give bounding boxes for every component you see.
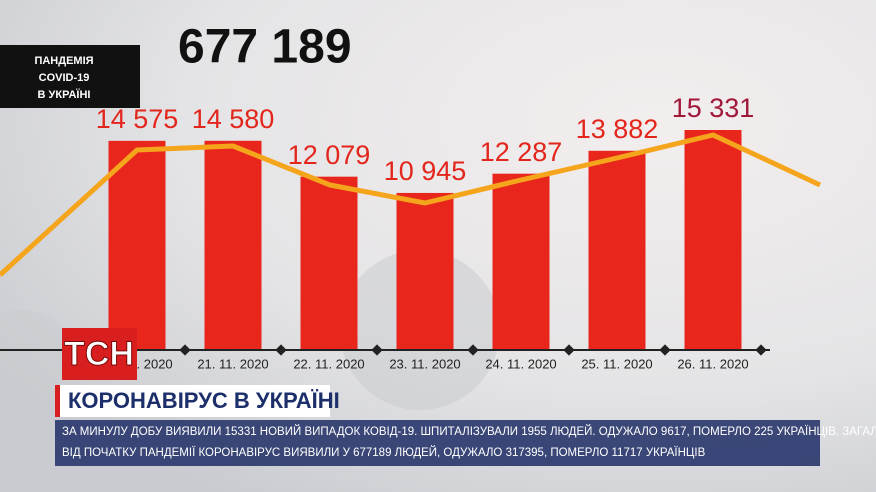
category-label: 23. 11. 2020 (389, 356, 460, 371)
category-label: 24. 11. 2020 (485, 356, 556, 371)
bar (108, 140, 166, 350)
headline: КОРОНАВІРУС В УКРАЇНІ (68, 388, 340, 413)
total-count: 677 189 (178, 21, 352, 74)
value-label: 15 331 (672, 93, 755, 123)
category-label: 22. 11. 2020 (293, 356, 364, 371)
bar (204, 140, 262, 350)
badge-line: В УКРАЇНІ (38, 88, 91, 101)
ticker-line: ВІД ПОЧАТКУ ПАНДЕМІЇ КОРОНАВІРУС ВИЯВИЛИ… (62, 446, 706, 459)
bar (684, 130, 742, 350)
value-label: 12 287 (480, 137, 563, 167)
category-label: 26. 11. 2020 (677, 356, 748, 371)
value-label: 12 079 (288, 140, 371, 170)
badge-line: COVID-19 (39, 72, 90, 84)
badge-line: ПАНДЕМІЯ (34, 55, 93, 67)
value-label: 10 945 (384, 156, 467, 186)
trend-line (0, 132, 822, 277)
headline-accent (55, 385, 60, 417)
bar (300, 176, 358, 350)
bar (588, 150, 646, 350)
logo-box (62, 328, 137, 380)
ticker-box (55, 420, 820, 466)
logo: ТСН (64, 335, 134, 373)
bar (492, 173, 550, 350)
ticker-line: ЗА МИНУЛУ ДОБУ ВИЯВИЛИ 15331 НОВИЙ ВИПАД… (62, 425, 876, 438)
category-label: 25. 11. 2020 (581, 356, 652, 371)
value-label: 14 575 (96, 104, 179, 134)
value-label: 14 580 (192, 104, 275, 134)
chart (83, 130, 767, 356)
category-label: 21. 11. 2020 (197, 356, 268, 371)
value-label: 13 882 (576, 114, 659, 144)
headline-box (55, 385, 330, 417)
badge-box (0, 45, 140, 108)
bar (396, 192, 454, 350)
